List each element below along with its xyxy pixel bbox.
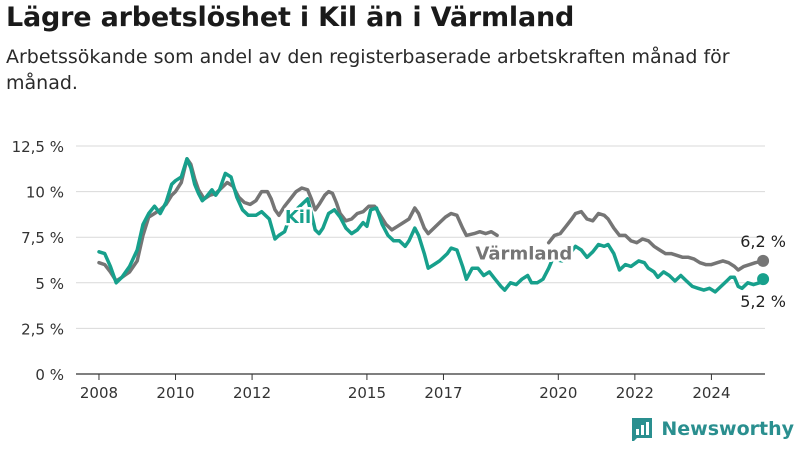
series-line-varmland (97, 157, 499, 283)
x-tick-label: 2015 (348, 384, 386, 402)
end-point-kil (757, 273, 770, 286)
x-tick-label: 2024 (692, 384, 730, 402)
chart-title: Lägre arbetslöshet i Kil än i Värmland (6, 2, 575, 33)
end-point-varmland (757, 254, 770, 267)
x-tick-label: 2020 (539, 384, 577, 402)
y-tick-label: 0 % (35, 366, 64, 384)
chart-subtitle: Arbetssökande som andel av den registerb… (6, 46, 730, 94)
y-tick-label: 12,5 % (12, 138, 64, 156)
series-line-varmland (546, 209, 765, 272)
series-line-kil (97, 157, 765, 294)
y-tick-label: 2,5 % (21, 320, 64, 338)
newsworthy-brand[interactable]: Newsworthy (631, 414, 794, 444)
y-tick-label: 7,5 % (21, 229, 64, 247)
series-label-varmland: Värmland (475, 244, 572, 265)
end-value-label-kil: 5,2 % (740, 292, 786, 311)
x-tick-label: 2022 (616, 384, 654, 402)
series-label-kil: Kil (285, 207, 311, 228)
x-tick-label: 2012 (233, 384, 271, 402)
brand-name: Newsworthy (661, 418, 794, 440)
end-value-label-varmland: 6,2 % (740, 232, 786, 251)
x-tick-label: 2008 (80, 384, 118, 402)
x-tick-label: 2017 (424, 384, 462, 402)
x-tick-label: 2010 (156, 384, 194, 402)
y-tick-label: 5 % (35, 275, 64, 293)
newsworthy-logo-icon (632, 418, 653, 441)
y-tick-label: 10 % (26, 184, 64, 202)
